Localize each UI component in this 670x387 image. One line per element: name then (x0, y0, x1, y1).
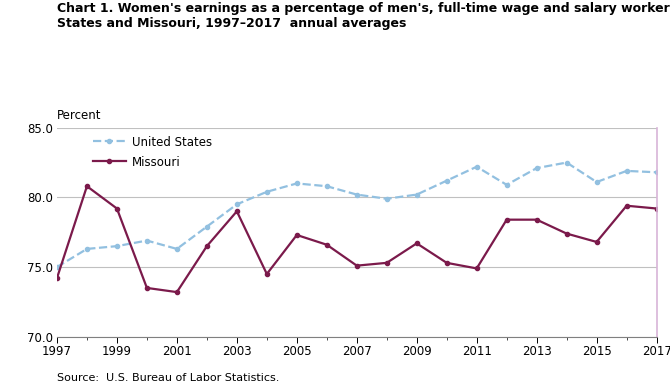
Missouri (83, 184, 91, 188)
Missouri (293, 233, 301, 237)
United States (113, 244, 121, 248)
Missouri (232, 209, 241, 214)
United States (83, 247, 91, 251)
Missouri (653, 206, 661, 211)
Missouri (472, 266, 480, 271)
United States (352, 192, 360, 197)
United States (472, 164, 480, 169)
Legend: United States, Missouri: United States, Missouri (93, 136, 212, 169)
United States (622, 169, 630, 173)
Line: Missouri: Missouri (55, 184, 659, 294)
United States (203, 224, 211, 229)
United States (563, 160, 571, 165)
United States (263, 190, 271, 194)
Missouri (173, 290, 181, 295)
Missouri (622, 204, 630, 208)
Missouri (502, 217, 511, 222)
Text: States and Missouri, 1997–2017  annual averages: States and Missouri, 1997–2017 annual av… (57, 17, 406, 31)
United States (173, 247, 181, 251)
Missouri (413, 241, 421, 246)
Missouri (443, 260, 451, 265)
United States (143, 238, 151, 243)
United States (502, 183, 511, 187)
Missouri (53, 276, 61, 281)
United States (653, 170, 661, 175)
Text: Percent: Percent (57, 109, 101, 122)
Text: Source:  U.S. Bureau of Labor Statistics.: Source: U.S. Bureau of Labor Statistics. (57, 373, 279, 383)
Line: United States: United States (55, 161, 659, 269)
Missouri (563, 231, 571, 236)
Missouri (263, 272, 271, 276)
United States (383, 197, 391, 201)
Missouri (383, 260, 391, 265)
United States (443, 178, 451, 183)
United States (323, 184, 331, 188)
Missouri (113, 206, 121, 211)
United States (232, 202, 241, 207)
Missouri (203, 244, 211, 248)
Text: Chart 1. Women's earnings as a percentage of men's, full-time wage and salary wo: Chart 1. Women's earnings as a percentag… (57, 2, 670, 15)
United States (533, 166, 541, 170)
Missouri (352, 263, 360, 268)
Missouri (143, 286, 151, 290)
United States (413, 192, 421, 197)
United States (293, 181, 301, 186)
Missouri (323, 242, 331, 247)
United States (592, 180, 600, 184)
Missouri (533, 217, 541, 222)
Missouri (592, 240, 600, 244)
United States (53, 265, 61, 269)
